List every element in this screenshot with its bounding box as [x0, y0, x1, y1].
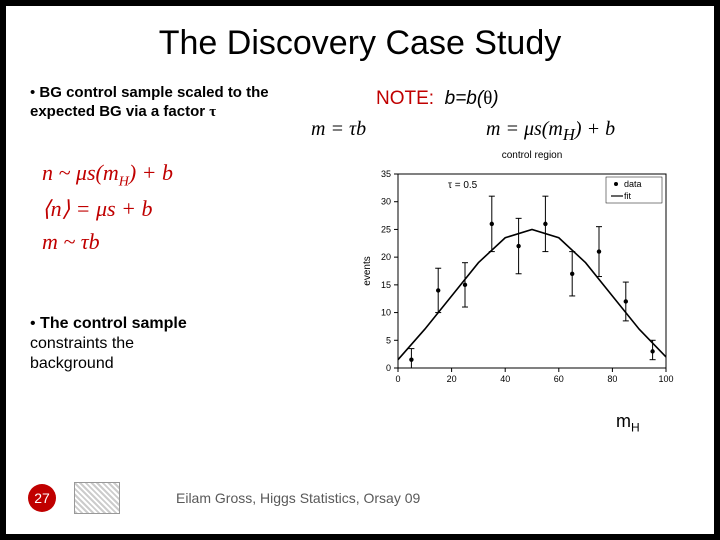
eq-m-mu-s-b: m = μs(mH) + b	[486, 118, 615, 145]
eq-line-3: m ~ τb	[42, 225, 173, 258]
eq-line-2: ⟨n⟩ = μs + b	[42, 192, 173, 225]
svg-text:30: 30	[381, 197, 391, 207]
footer-logo	[74, 482, 120, 514]
control-region-chart: control regionτ = 0.5datafit020406080100…	[356, 146, 676, 396]
svg-text:control region: control region	[502, 150, 563, 161]
bullet1-tau: τ	[209, 104, 216, 120]
bullet-mark-2: •	[30, 315, 40, 332]
page-number: 27	[28, 484, 56, 512]
svg-text:0: 0	[386, 363, 391, 373]
svg-text:data: data	[624, 179, 642, 189]
svg-text:events: events	[362, 256, 373, 285]
svg-text:60: 60	[554, 374, 564, 384]
svg-text:40: 40	[500, 374, 510, 384]
svg-text:20: 20	[381, 252, 391, 262]
svg-text:fit: fit	[624, 191, 632, 201]
bullet-bg-control: • BG control sample scaled to the expect…	[30, 84, 280, 122]
svg-text:15: 15	[381, 280, 391, 290]
svg-text:20: 20	[447, 374, 457, 384]
footer-text: Eilam Gross, Higgs Statistics, Orsay 09	[176, 490, 420, 506]
bullet-mark: •	[30, 84, 39, 101]
eq-line-1: n ~ μs(mH) + b	[42, 156, 173, 192]
eq-mmusb-right: ) + b	[575, 118, 615, 140]
bullet1-text: BG control sample scaled to the expected…	[30, 84, 269, 120]
note-theta: θ	[483, 88, 492, 109]
eq-m-tau-b: m = τb	[311, 118, 366, 141]
svg-text:35: 35	[381, 169, 391, 179]
svg-text:25: 25	[381, 224, 391, 234]
note-line: NOTE: b=b(θ)	[376, 88, 499, 110]
equation-block: n ~ μs(mH) + b ⟨n⟩ = μs + b m ~ τb	[42, 156, 173, 258]
svg-text:10: 10	[381, 308, 391, 318]
eq-mmusb-sub: H	[563, 125, 575, 144]
bullet2-line2: constraints the	[30, 335, 134, 352]
svg-text:80: 80	[607, 374, 617, 384]
note-eq-right: )	[492, 88, 498, 109]
slide-title: The Discovery Case Study	[6, 24, 714, 63]
mh-base: m	[616, 411, 631, 431]
bullet2-line3: background	[30, 355, 114, 372]
bullet2-bold: The control sample	[40, 315, 187, 332]
svg-text:5: 5	[386, 335, 391, 345]
bullet-control-sample: • The control sample constraints the bac…	[30, 314, 260, 374]
note-label: NOTE:	[376, 88, 434, 109]
mh-axis-label: mH	[616, 411, 640, 435]
mh-sub: H	[631, 421, 640, 435]
slide: The Discovery Case Study • BG control sa…	[6, 6, 714, 534]
svg-text:0: 0	[395, 374, 400, 384]
svg-text:100: 100	[658, 374, 673, 384]
svg-text:τ = 0.5: τ = 0.5	[448, 180, 478, 191]
note-eq-left: b=b(	[445, 88, 484, 109]
eq-mmusb-left: m = μs(m	[486, 118, 563, 140]
